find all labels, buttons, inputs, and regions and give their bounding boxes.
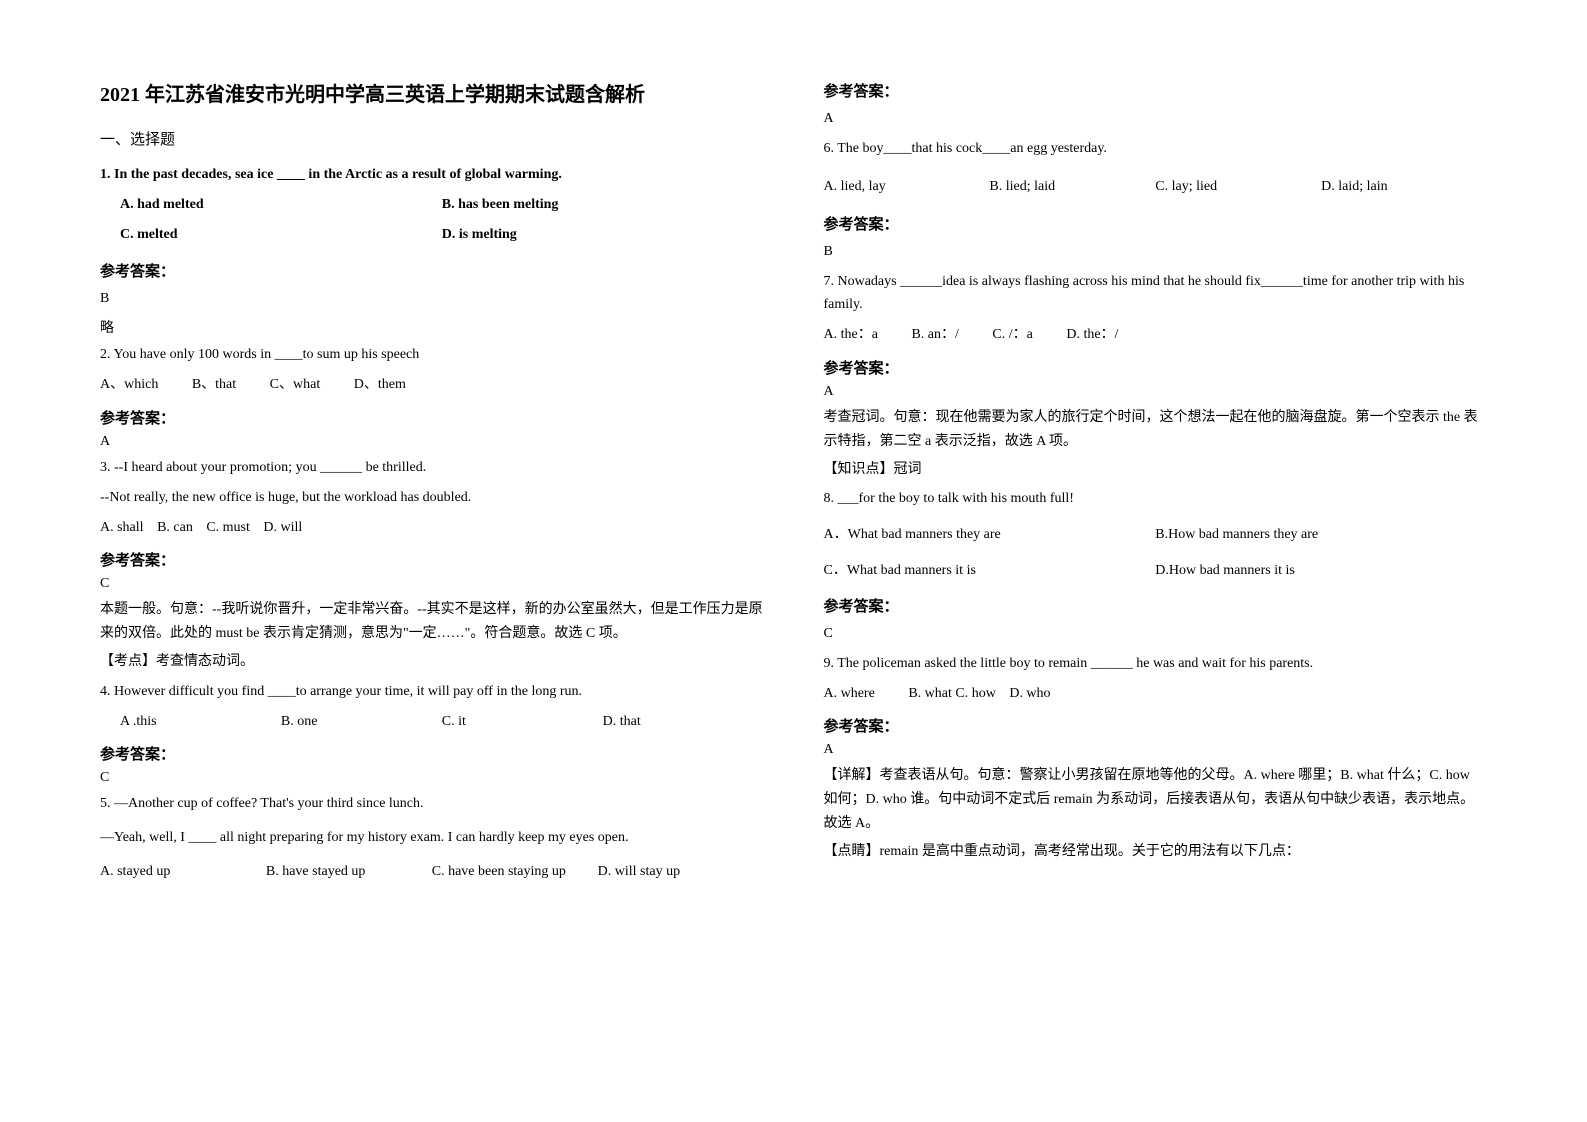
q5-opt-b: B. have stayed up [266, 860, 432, 884]
q6-opt-a: A. lied, lay [824, 175, 990, 199]
q7-answer: A [824, 384, 1488, 400]
q2-opt-c: C、what [270, 373, 321, 397]
q7-stem: 7. Nowadays ______idea is always flashin… [824, 270, 1488, 318]
q8-options-row1: A．What bad manners they are B.How bad ma… [824, 523, 1488, 547]
q7-explanation-1: 考查冠词。句意：现在他需要为家人的旅行定个时间，这个想法一起在他的脑海盘旋。第一… [824, 406, 1488, 454]
q1-options-row1: A. had melted B. has been melting [100, 193, 764, 217]
q3-options: A. shall B. can C. must D. will [100, 516, 764, 540]
q8-stem: 8. ___for the boy to talk with his mouth… [824, 487, 1488, 511]
q3-opt-a: A. shall [100, 516, 144, 540]
q1-stem: 1. In the past decades, sea ice ____ in … [100, 163, 764, 187]
q6-answer: B [824, 244, 1488, 260]
q7-options: A. the：a B. an：/ C. /：a D. the：/ [824, 323, 1488, 347]
q9-answer: A [824, 742, 1488, 758]
right-column: 参考答案： A 6. The boy____that his cock____a… [824, 80, 1488, 890]
q3-answer-label: 参考答案： [100, 549, 764, 570]
q9-stem: 9. The policeman asked the little boy to… [824, 652, 1488, 676]
q6-answer-label: 参考答案： [824, 213, 1488, 234]
q3-stem2: --Not really, the new office is huge, bu… [100, 486, 764, 510]
q3-opt-c: C. must [206, 516, 250, 540]
left-column: 2021 年江苏省淮安市光明中学高三英语上学期期末试题含解析 一、选择题 1. … [100, 80, 764, 890]
section-heading: 一、选择题 [100, 128, 764, 149]
q2-stem: 2. You have only 100 words in ____to sum… [100, 343, 764, 367]
q6-options: A. lied, lay B. lied; laid C. lay; lied … [824, 175, 1488, 199]
q3-explanation-2: 【考点】考查情态动词。 [100, 650, 764, 674]
q7-opt-c: C. /：a [992, 323, 1032, 347]
q9-answer-label: 参考答案： [824, 715, 1488, 736]
q2-opt-a: A、which [100, 373, 158, 397]
q9-explanation-1: 【详解】考查表语从句。句意：警察让小男孩留在原地等他的父母。A. where 哪… [824, 764, 1488, 835]
q4-options: A .this B. one C. it D. that [100, 710, 764, 734]
q3-opt-b: B. can [157, 516, 193, 540]
q4-opt-d: D. that [603, 710, 764, 734]
q1-brief: 略 [100, 317, 764, 337]
q1-opt-d: D. is melting [442, 223, 764, 247]
q2-options: A、which B、that C、what D、them [100, 373, 764, 397]
q9-opt-a: A. where [824, 682, 875, 706]
q8-answer: C [824, 626, 1488, 642]
q6-opt-c: C. lay; lied [1155, 175, 1321, 199]
page-container: 2021 年江苏省淮安市光明中学高三英语上学期期末试题含解析 一、选择题 1. … [100, 80, 1487, 890]
q2-answer: A [100, 434, 764, 450]
q4-answer-label: 参考答案： [100, 743, 764, 764]
q5-opt-a: A. stayed up [100, 860, 266, 884]
q5-answer: A [824, 111, 1488, 127]
q3-answer: C [100, 576, 764, 592]
q9-opt-b: B. what C. how [908, 682, 996, 706]
q5-answer-label: 参考答案： [824, 80, 1488, 101]
q9-opt-d: D. who [1009, 682, 1050, 706]
q5-options: A. stayed up B. have stayed up C. have b… [100, 860, 764, 884]
q1-answer: B [100, 291, 764, 307]
q2-answer-label: 参考答案： [100, 407, 764, 428]
q7-opt-d: D. the：/ [1066, 323, 1118, 347]
q7-explanation-2: 【知识点】冠词 [824, 458, 1488, 482]
q8-opt-c: C．What bad manners it is [824, 559, 1156, 583]
q7-opt-b: B. an：/ [911, 323, 958, 347]
q5-stem2: —Yeah, well, I ____ all night preparing … [100, 826, 764, 850]
q1-opt-c: C. melted [120, 223, 442, 247]
q4-answer: C [100, 770, 764, 786]
q6-opt-b: B. lied; laid [989, 175, 1155, 199]
q1-opt-a: A. had melted [120, 193, 442, 217]
q1-answer-label: 参考答案： [100, 260, 764, 281]
q4-opt-a: A .this [120, 710, 281, 734]
q1-options-row2: C. melted D. is melting [100, 223, 764, 247]
q7-opt-a: A. the：a [824, 323, 878, 347]
q9-explanation-2: 【点睛】remain 是高中重点动词，高考经常出现。关于它的用法有以下几点： [824, 840, 1488, 864]
q4-opt-c: C. it [442, 710, 603, 734]
q8-opt-a: A．What bad manners they are [824, 523, 1156, 547]
q1-opt-b: B. has been melting [442, 193, 764, 217]
q8-opt-b: B.How bad manners they are [1155, 523, 1487, 547]
q5-opt-c: C. have been staying up [432, 860, 598, 884]
q4-opt-b: B. one [281, 710, 442, 734]
document-title: 2021 年江苏省淮安市光明中学高三英语上学期期末试题含解析 [100, 80, 764, 110]
q2-opt-b: B、that [192, 373, 236, 397]
q7-answer-label: 参考答案： [824, 357, 1488, 378]
q8-answer-label: 参考答案： [824, 595, 1488, 616]
q8-options-row2: C．What bad manners it is D.How bad manne… [824, 559, 1488, 583]
q3-stem1: 3. --I heard about your promotion; you _… [100, 456, 764, 480]
q5-stem1: 5. —Another cup of coffee? That's your t… [100, 792, 764, 816]
q3-explanation-1: 本题一般。句意：--我听说你晋升，一定非常兴奋。--其实不是这样，新的办公室虽然… [100, 598, 764, 646]
q8-opt-d: D.How bad manners it is [1155, 559, 1487, 583]
q5-opt-d: D. will stay up [598, 860, 764, 884]
q6-opt-d: D. laid; lain [1321, 175, 1487, 199]
q3-opt-d: D. will [263, 516, 302, 540]
q9-options: A. where B. what C. how D. who [824, 682, 1488, 706]
q6-stem: 6. The boy____that his cock____an egg ye… [824, 137, 1488, 161]
q2-opt-d: D、them [354, 373, 406, 397]
q4-stem: 4. However difficult you find ____to arr… [100, 680, 764, 704]
